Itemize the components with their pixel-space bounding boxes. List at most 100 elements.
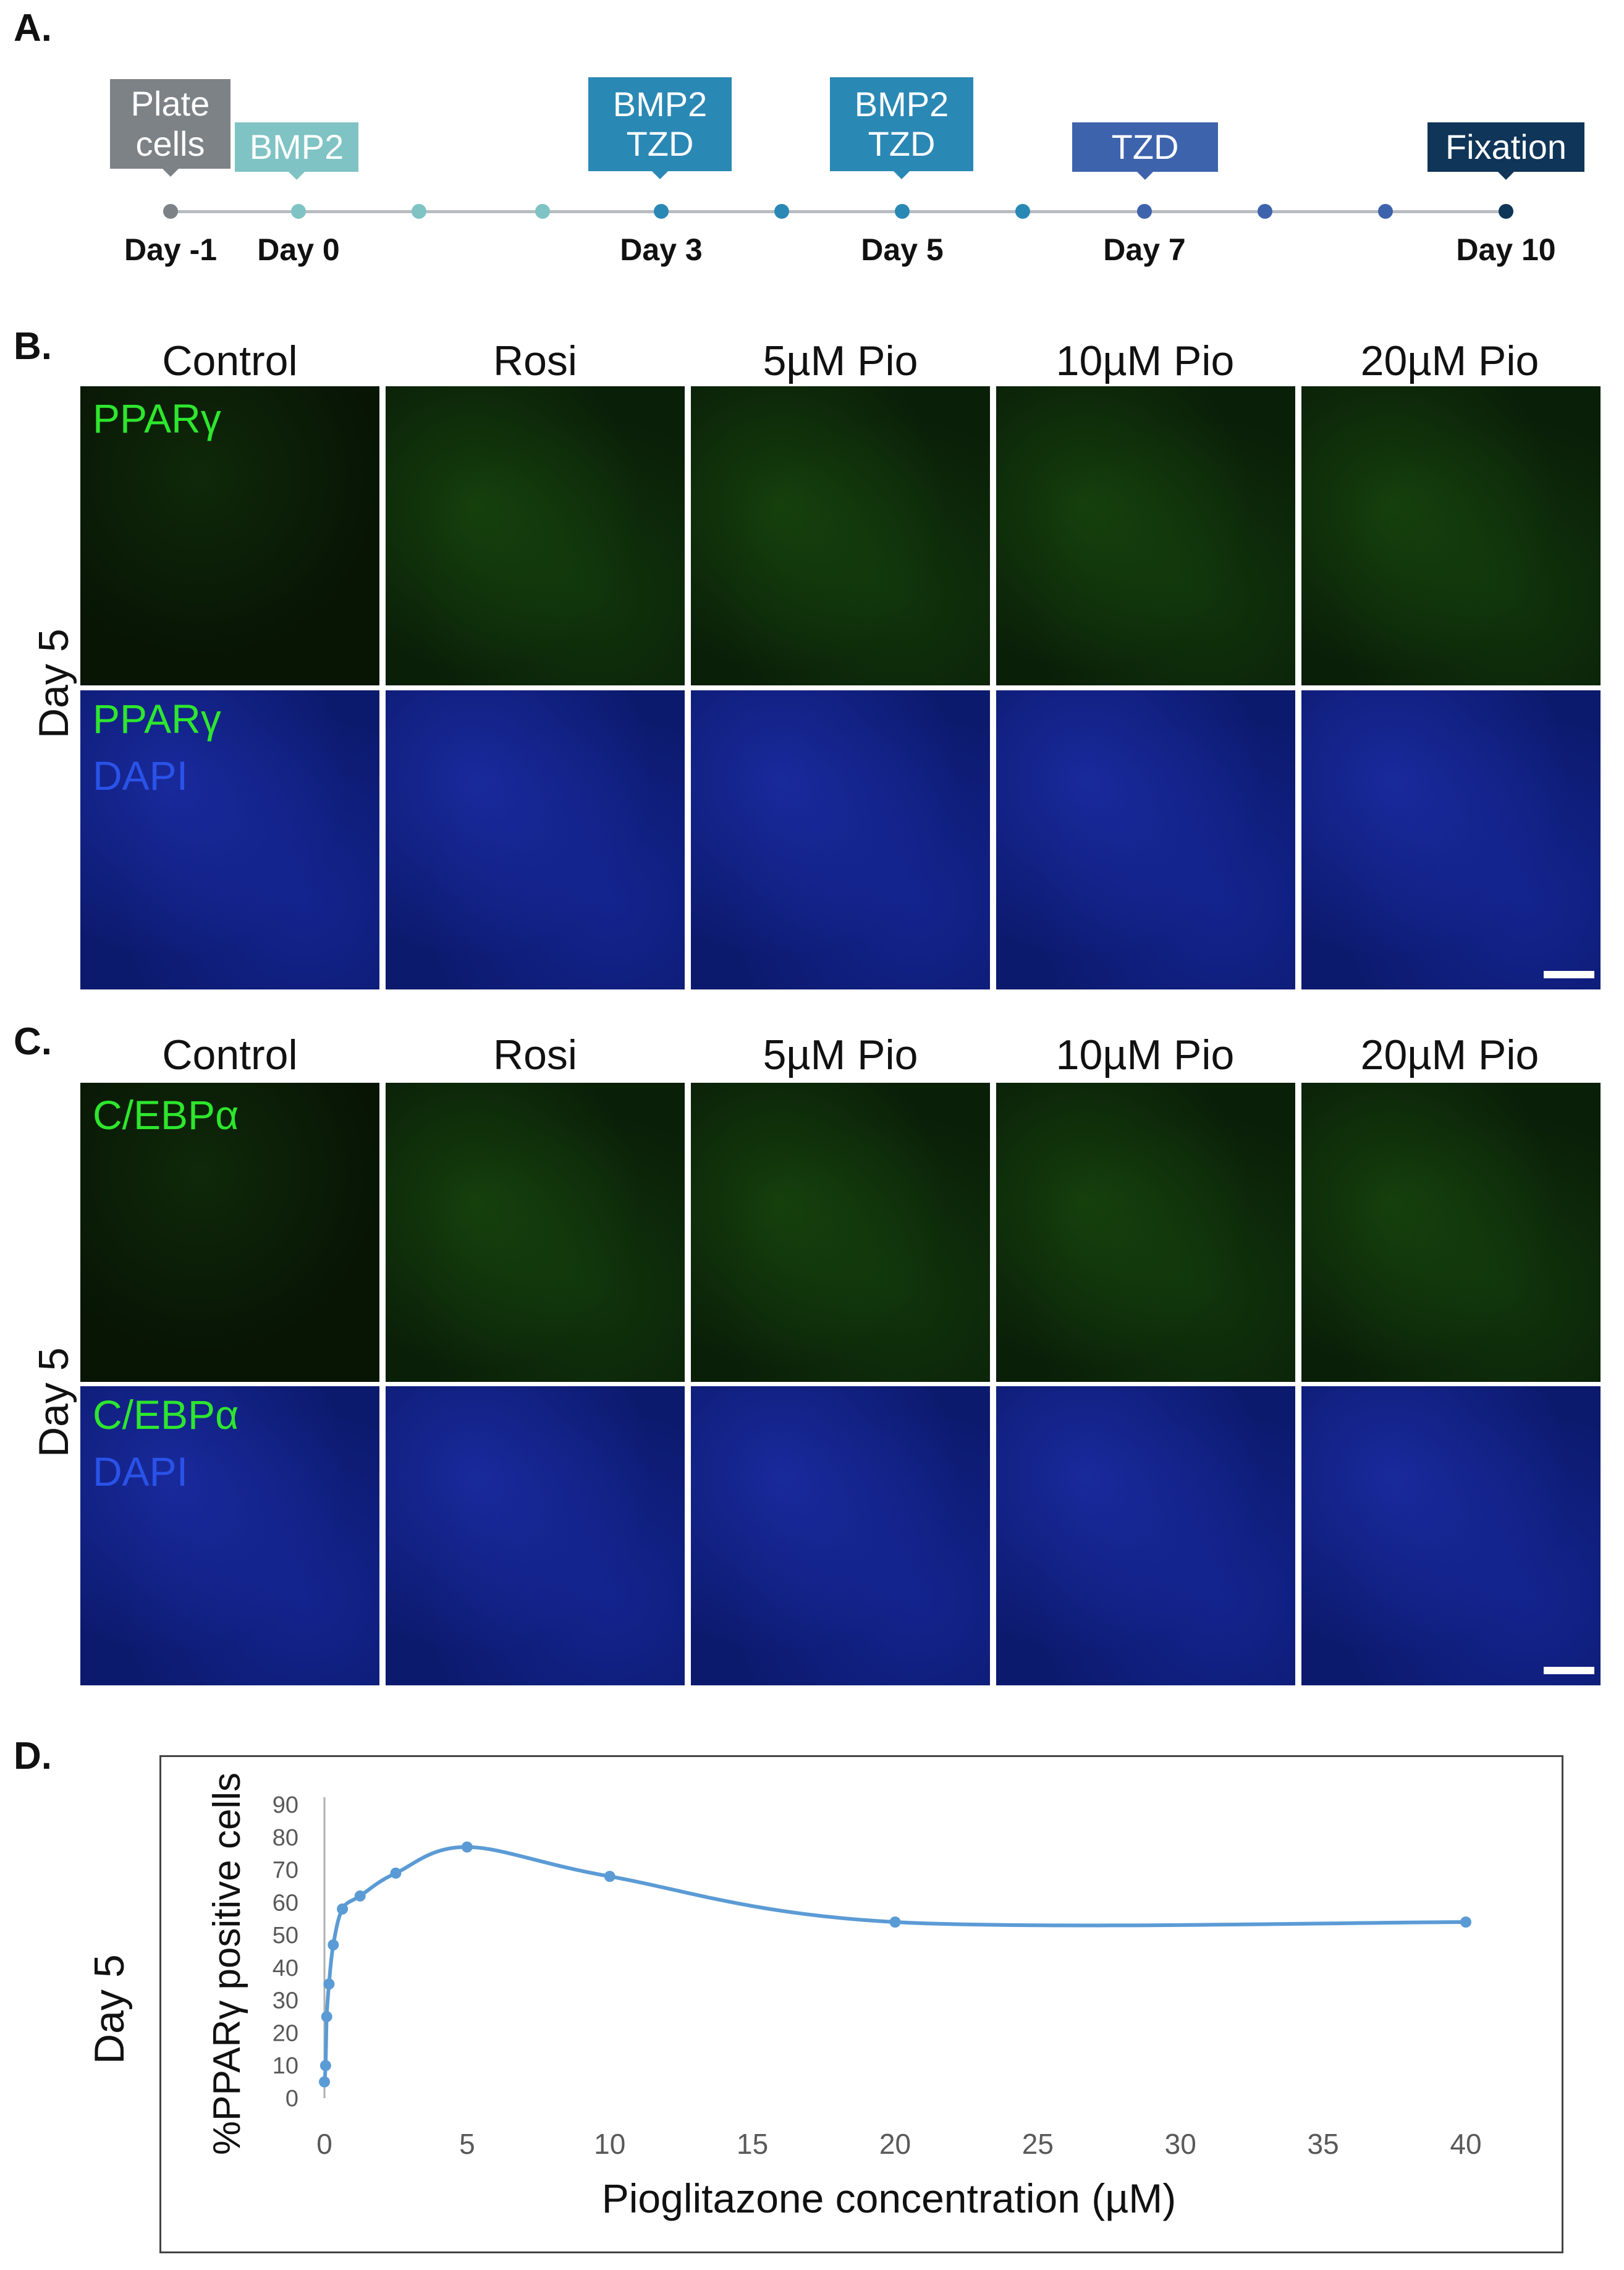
y-tick-label: 60 [273,1890,298,1916]
column-header-20um-pio: 20µM Pio [1360,337,1539,384]
data-point [604,1871,615,1882]
micrograph-ppar-dapi-20um-pio [1301,690,1601,989]
event-text: BMP2 [612,84,708,124]
event-text: TZD [868,124,936,163]
timeline-dot [1137,204,1152,219]
micrograph-cebp-dapi-20um-pio [1301,1386,1601,1685]
panel-label-b: B. [14,325,52,368]
x-tick-label: 40 [1450,2128,1481,2160]
event-text: Fixation [1445,127,1567,166]
x-tick-label: 5 [459,2128,475,2160]
timeline-dot [1015,204,1030,219]
micrograph-ppar-dapi-control: PPARγ DAPI [80,690,379,989]
micrograph-cebp-5um-pio [691,1083,990,1382]
timeline-dot [895,204,910,219]
y-tick-label: 90 [273,1792,298,1818]
data-point [321,2011,332,2023]
timeline-dot [654,204,669,219]
event-text: BMP2 [854,84,949,124]
stain-label-dapi: DAPI [93,753,188,798]
timeline-dot [412,204,426,219]
data-point [889,1916,901,1928]
timeline-dot [291,204,306,219]
data-point [323,1978,335,1990]
x-tick-label: 20 [879,2128,911,2160]
micrograph-cebp-rosi [386,1083,685,1382]
micrograph-cebp-dapi-10um-pio [996,1386,1295,1685]
panel-label-c: C. [14,1020,52,1063]
column-header-10um-pio: 10µM Pio [1055,1031,1235,1078]
data-point [319,2076,330,2088]
day-label: Day 5 [861,232,944,267]
y-tick-label: 80 [273,1825,298,1851]
event-bmp2: BMP2 [235,122,358,180]
timeline-dot [1258,204,1272,219]
x-tick-label: 10 [594,2128,625,2160]
micrograph-ppar-20um-pio [1301,386,1601,685]
micrograph-cebp-dapi-5um-pio [691,1386,990,1685]
y-axis-title: %PPARγ positive cells [206,1772,248,2155]
stain-label-ppar: PPARγ [93,396,221,441]
timeline-dot [535,204,550,219]
event-text: cells [135,124,205,163]
chart-frame [159,1755,1563,2253]
y-tick-label: 30 [273,1988,298,2014]
y-tick-label: 0 [285,2086,298,2112]
micrograph-cebp-20um-pio [1301,1083,1601,1382]
column-header-20um-pio: 20µM Pio [1360,1031,1539,1078]
column-header-control: Control [162,1031,298,1078]
scale-bar [1544,1667,1594,1674]
event-plate-cells: Plate cells [110,79,230,177]
x-tick-label: 0 [316,2128,332,2160]
micrograph-ppar-10um-pio [996,386,1295,685]
data-point [390,1867,402,1879]
micrograph-cebp-10um-pio [996,1083,1295,1382]
day-label: Day 0 [257,232,340,267]
x-tick-label: 25 [1022,2128,1054,2160]
x-axis-title: Pioglitazone concentration (µM) [602,2175,1176,2221]
event-text: BMP2 [249,127,344,166]
panel-label-d: D. [14,1735,52,1777]
x-tick-label: 30 [1165,2128,1196,2160]
column-header-rosi: Rosi [493,337,578,384]
micrograph-cebp-dapi-control: C/EBPα DAPI [80,1386,379,1685]
event-bmp2-tzd-day3: BMP2 TZD [588,77,732,179]
experiment-timeline: Plate cells BMP2 BMP2 TZD BMP2 TZD TZD Fixa… [0,0,1624,284]
x-tick-label: 35 [1308,2128,1339,2160]
micrograph-cebp-control: C/EBPα [80,1083,379,1382]
timeline-dot [1499,204,1513,219]
series-line [323,1845,1466,2082]
column-header-10um-pio: 10µM Pio [1055,337,1235,384]
event-text: TZD [626,124,694,163]
micrograph-ppar-control: PPARγ [80,386,379,685]
micrograph-ppar-5um-pio [691,386,990,685]
timeline-dot [163,204,178,219]
data-point [461,1841,473,1853]
column-header-rosi: Rosi [493,1031,578,1078]
column-header-control: Control [162,337,298,384]
ppar-gamma-micrograph-grid: Control Rosi 5µM Pio 10µM Pio 20µM Pio D… [0,0,1624,1001]
day-label: Day -1 [124,232,218,267]
micrograph-ppar-rosi [386,386,685,685]
event-fixation: Fixation [1427,122,1584,180]
data-point [337,1903,349,1915]
timeline-dot [1378,204,1393,219]
event-text: Plate [130,84,210,124]
stain-label-cebp: C/EBPα [93,1092,239,1138]
y-tick-label: 40 [273,1955,298,1981]
micrograph-ppar-dapi-10um-pio [996,690,1295,989]
data-point [328,1939,339,1950]
cebp-alpha-micrograph-grid: Control Rosi 5µM Pio 10µM Pio 20µM Pio D… [30,1031,1601,1685]
y-tick-label: 10 [273,2053,298,2079]
x-tick-label: 15 [737,2128,768,2160]
stain-label-dapi: DAPI [93,1449,188,1494]
day-label: Day 10 [1456,232,1556,267]
day-label: Day 3 [620,232,703,267]
micrograph-ppar-dapi-rosi [386,690,685,989]
event-tzd-day7: TZD [1072,122,1218,180]
data-point [354,1890,366,1902]
micrograph-ppar-dapi-5um-pio [691,690,990,989]
event-bmp2-tzd-day5: BMP2 TZD [830,77,973,179]
timeline-axis [170,210,1505,213]
